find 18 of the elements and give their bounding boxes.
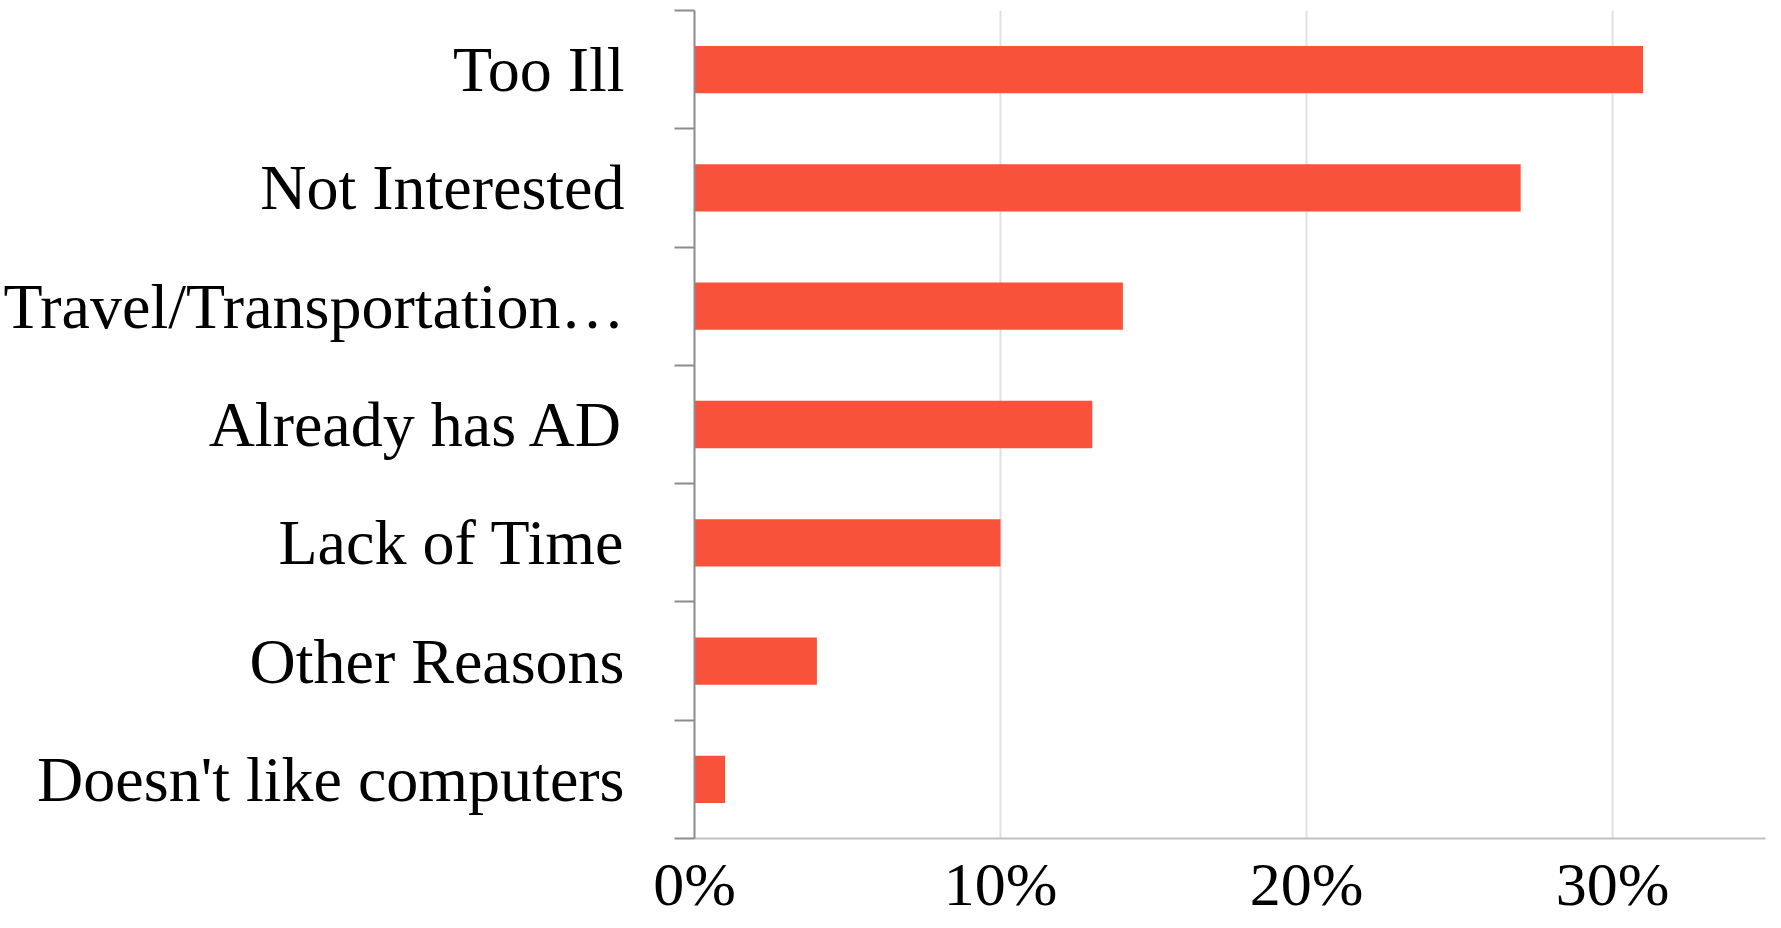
x-tick-label: 10%: [943, 849, 1058, 918]
y-tick-label: Not Interested: [260, 152, 625, 224]
x-tick-label: 0%: [653, 849, 736, 918]
bar: [694, 164, 1521, 212]
bar: [694, 45, 1644, 94]
bar: [694, 755, 726, 804]
y-tick-label: Travel/Transportation…: [3, 270, 625, 342]
bar: [694, 519, 1001, 567]
bar: [694, 637, 817, 685]
y-tick-label: Too Ill: [453, 34, 625, 106]
bar: [694, 282, 1123, 330]
y-tick-label: Doesn't like computers: [37, 743, 625, 815]
x-tick-label: 20%: [1249, 849, 1364, 918]
y-tick-label: Lack of Time: [278, 507, 624, 579]
y-tick-label: Other Reasons: [249, 625, 625, 697]
x-tick-label: 30%: [1555, 849, 1670, 918]
y-tick-label: Already has AD: [208, 389, 621, 460]
bar: [694, 400, 1093, 449]
